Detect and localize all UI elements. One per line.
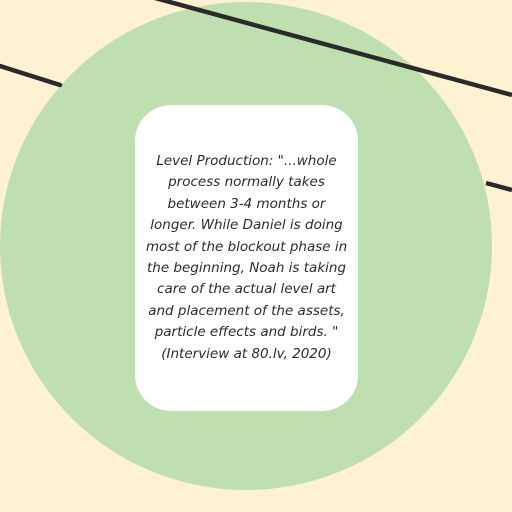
connector-line-left	[0, 63, 63, 88]
quote-text: Level Production: "...whole process norm…	[145, 152, 348, 362]
connector-line-right	[485, 180, 512, 193]
quote-card: Level Production: "...whole process norm…	[135, 105, 358, 411]
connector-line-top	[154, 0, 512, 98]
